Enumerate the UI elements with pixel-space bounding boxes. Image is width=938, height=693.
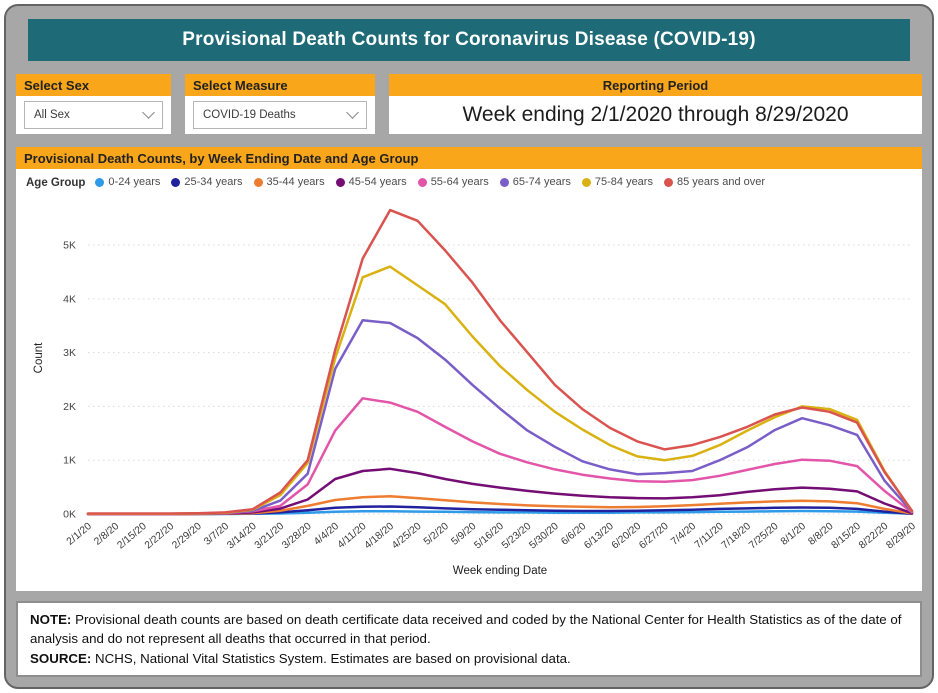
y-tick-label: 0K (63, 508, 76, 520)
legend-marker-icon (171, 177, 181, 187)
x-tick-label: 6/27/20 (637, 520, 671, 551)
note-label: NOTE: (30, 612, 72, 627)
series-line-55-64-years[interactable] (86, 396, 914, 515)
reporting-period-value: Week ending 2/1/2020 through 8/29/2020 (462, 103, 849, 126)
measure-dropdown[interactable]: COVID-19 Deaths (193, 101, 367, 129)
legend-title: Age Group (26, 176, 86, 189)
legend-label: 65-74 years (512, 176, 571, 188)
x-tick-label: 3/14/20 (225, 520, 259, 551)
note-panel: NOTE: Provisional death counts are based… (16, 601, 922, 677)
series-line-85-years-and-over[interactable] (86, 208, 914, 515)
legend-marker-icon (95, 177, 105, 187)
legend-marker-icon (663, 177, 673, 187)
y-tick-label: 1K (63, 454, 76, 466)
dashboard-frame: Provisional Death Counts for Coronavirus… (4, 4, 934, 689)
x-tick-label: 6/20/20 (610, 520, 644, 551)
x-tick-label: 3/28/20 (280, 520, 314, 551)
x-tick-label: 5/30/20 (527, 520, 561, 551)
x-tick-label: 5/23/20 (500, 520, 534, 551)
chart-legend: Age Group 0-24 years 25-34 years 35-44 yea… (16, 169, 922, 192)
x-tick-label: 4/11/20 (336, 520, 369, 550)
x-axis-title: Week ending Date (453, 565, 547, 577)
legend-label: 85 years and over (676, 176, 766, 188)
legend-label: 45-54 years (348, 176, 407, 188)
legend-marker-icon (253, 177, 263, 187)
legend-marker-icon (335, 177, 345, 187)
series-line-65-74-years[interactable] (86, 318, 914, 515)
y-tick-label: 3K (63, 347, 76, 359)
x-tick-label: 2/22/20 (143, 520, 177, 551)
series-line-75-84-years[interactable] (86, 264, 914, 515)
x-tick-label: 2/29/20 (170, 520, 204, 551)
x-tick-label: 8/29/20 (885, 520, 919, 551)
legend-marker-icon (417, 177, 427, 187)
chart-panel: Provisional Death Counts, by Week Ending… (16, 147, 922, 591)
x-tick-label: 7/25/20 (747, 520, 781, 551)
legend-label: 55-64 years (430, 176, 489, 188)
x-tick-label: 6/13/20 (582, 520, 616, 551)
legend-label: 0-24 years (108, 176, 161, 188)
chevron-down-icon (346, 106, 359, 119)
y-tick-label: 5K (63, 239, 76, 251)
x-tick-label: 7/11/20 (693, 520, 726, 550)
legend-label: 25-34 years (184, 176, 243, 188)
x-tick-label: 5/16/20 (473, 520, 507, 551)
x-tick-label: 7/18/20 (720, 520, 754, 551)
legend-marker-icon (581, 177, 591, 187)
source-text: NCHS, National Vital Statistics System. … (95, 650, 571, 666)
sex-dropdown[interactable]: All Sex (24, 101, 163, 129)
x-tick-label: 2/1/20 (65, 520, 94, 547)
select-measure-body: COVID-19 Deaths (185, 96, 375, 134)
chevron-down-icon (142, 106, 155, 119)
x-tick-label: 2/15/20 (115, 520, 149, 551)
reporting-period-panel: Reporting Period Week ending 2/1/2020 th… (389, 74, 922, 134)
x-tick-label: 5/2/20 (422, 520, 451, 547)
filter-row: Select Sex All Sex Select Measure COVID-… (16, 74, 922, 134)
y-tick-label: 4K (63, 293, 76, 305)
legend-label: 75-84 years (594, 176, 653, 188)
select-measure-panel: Select Measure COVID-19 Deaths (185, 74, 375, 134)
page-title: Provisional Death Counts for Coronavirus… (28, 19, 910, 61)
legend-label: 35-44 years (266, 176, 325, 188)
reporting-period-header: Reporting Period (389, 74, 922, 96)
legend-item[interactable]: 0-24 years (95, 176, 160, 188)
note-text: Provisional death counts are based on de… (30, 612, 902, 647)
chart-panel-title: Provisional Death Counts, by Week Ending… (16, 147, 922, 169)
note-line: NOTE: Provisional death counts are based… (30, 610, 908, 649)
x-tick-label: 8/1/20 (779, 520, 808, 547)
legend-items: 0-24 years 25-34 years 35-44 years 45-54 ye… (95, 176, 776, 190)
legend-item[interactable]: 25-34 years (171, 176, 243, 188)
sex-dropdown-value: All Sex (34, 109, 70, 121)
legend-marker-icon (499, 177, 509, 187)
measure-dropdown-value: COVID-19 Deaths (203, 109, 296, 121)
y-tick-label: 2K (63, 400, 76, 412)
select-sex-panel: Select Sex All Sex (16, 74, 171, 134)
select-sex-header: Select Sex (16, 74, 171, 96)
x-tick-label: 4/25/20 (390, 520, 424, 551)
legend-item[interactable]: 65-74 years (499, 176, 571, 188)
legend-item[interactable]: 75-84 years (581, 176, 653, 188)
legend-item[interactable]: 35-44 years (253, 176, 325, 188)
source-line: SOURCE: NCHS, National Vital Statistics … (30, 649, 908, 668)
x-tick-label: 4/18/20 (363, 520, 397, 551)
select-measure-header: Select Measure (185, 74, 375, 96)
select-sex-body: All Sex (16, 96, 171, 134)
source-label: SOURCE: (30, 650, 92, 666)
x-tick-label: 8/15/20 (830, 520, 864, 551)
line-chart[interactable]: 0K1K2K3K4K5K2/1/202/8/202/15/202/22/202/… (16, 192, 922, 582)
legend-item[interactable]: 45-54 years (335, 176, 407, 188)
legend-item[interactable]: 85 years and over (663, 176, 766, 188)
legend-item[interactable]: 55-64 years (417, 176, 489, 188)
x-tick-label: 8/22/20 (857, 520, 891, 551)
y-axis-title: Count (33, 341, 45, 372)
x-tick-label: 3/21/20 (253, 520, 287, 551)
